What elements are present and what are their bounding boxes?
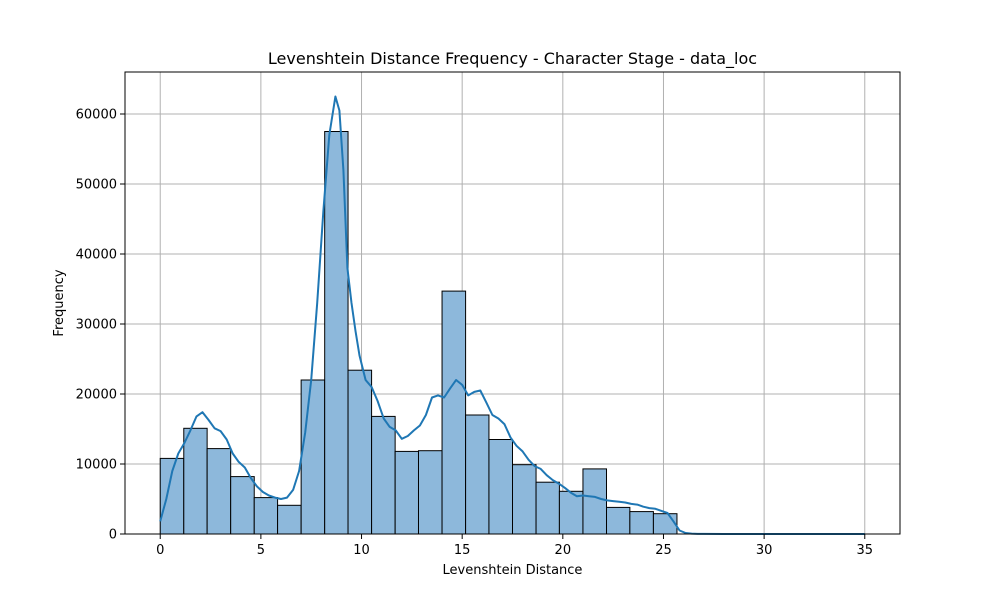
x-tick-label: 20: [555, 543, 572, 558]
histogram-bar: [465, 414, 490, 535]
histogram-bar: [629, 511, 654, 535]
plot-frame: [124, 71, 901, 535]
y-tick-label: 0: [109, 528, 117, 543]
x-tick-label: 5: [257, 543, 265, 558]
y-axis-ticks: 0 10000 20000 30000 40000 50000 60000: [76, 108, 125, 543]
y-tick-label: 30000: [76, 318, 117, 333]
x-tick-label: 15: [454, 543, 471, 558]
y-tick-label: 50000: [76, 178, 117, 193]
x-axis-ticks: 0 5 10 15 20 25 30 35: [156, 534, 873, 558]
histogram-bar: [582, 468, 608, 535]
histogram-bar: [652, 513, 678, 535]
y-tick-label: 60000: [76, 108, 117, 123]
x-tick-label: 0: [156, 543, 164, 558]
histogram-bar: [606, 506, 631, 535]
histogram-bar: [206, 448, 232, 535]
histogram-bar: [558, 490, 584, 535]
histogram-bar: [512, 464, 537, 535]
histogram-bar: [230, 476, 255, 535]
kde-curve-layer: [159, 95, 865, 535]
histogram-bar: [441, 290, 467, 535]
histogram-bar: [300, 379, 326, 535]
x-tick-label: 30: [756, 543, 773, 558]
histogram-bar: [535, 481, 560, 535]
y-tick-label: 20000: [76, 388, 117, 403]
x-tick-label: 35: [856, 543, 873, 558]
y-tick-label: 10000: [76, 458, 117, 473]
x-tick-label: 10: [353, 543, 370, 558]
y-tick-label: 40000: [76, 248, 117, 263]
histogram-bar: [417, 450, 443, 535]
x-axis-title: Levenshtein Distance: [443, 563, 583, 578]
grid: [125, 72, 900, 535]
chart-title: Levenshtein Distance Frequency - Charact…: [268, 49, 757, 69]
histogram-bar: [253, 497, 279, 535]
histogram-bar: [488, 439, 514, 535]
kde-line: [159, 95, 865, 535]
histogram-bar: [371, 415, 396, 535]
y-axis-title: Frequency: [52, 269, 67, 336]
histogram-bar: [394, 450, 419, 535]
histogram-bar: [277, 504, 302, 535]
x-tick-label: 25: [655, 543, 672, 558]
histogram-bar: [347, 369, 373, 535]
histogram-bars: [159, 131, 678, 535]
histogram-bar: [183, 427, 208, 535]
